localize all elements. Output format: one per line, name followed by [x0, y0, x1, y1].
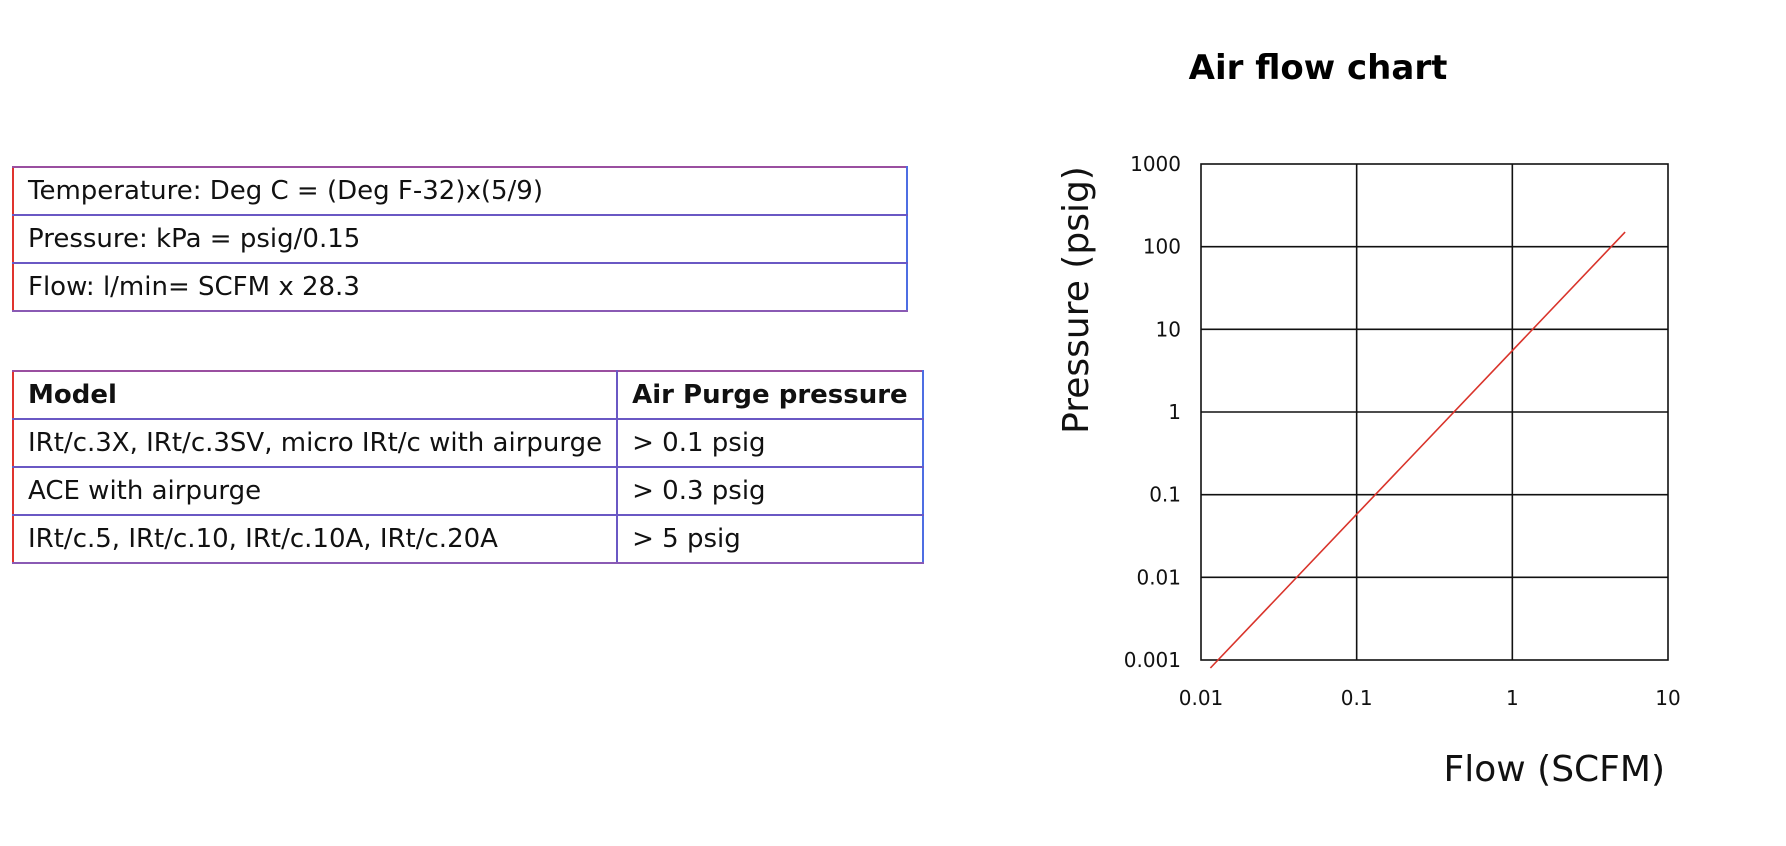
conversion-temperature: Temperature: Deg C = (Deg F-32)x(5/9): [12, 166, 908, 216]
y-tick-label: 0.01: [1136, 565, 1181, 589]
table-header-row: Model Air Purge pressure: [11, 370, 924, 420]
x-tick-label: 0.1: [1341, 686, 1373, 710]
x-tick-label: 1: [1506, 686, 1519, 710]
chart-title: Air flow chart: [1189, 48, 1448, 88]
table-row: IRt/c.3X, IRt/c.3SV, micro IRt/c with ai…: [11, 418, 924, 468]
pressure-cell: > 5 psig: [616, 514, 924, 564]
series-line: [1209, 231, 1626, 669]
y-tick-label: 100: [1143, 235, 1181, 259]
conversion-pressure: Pressure: kPa = psig/0.15: [12, 214, 908, 264]
pressure-cell: > 0.3 psig: [616, 466, 924, 516]
model-cell: ACE with airpurge: [11, 466, 619, 516]
y-tick-label: 1000: [1130, 152, 1181, 176]
y-axis-label: Pressure (psig): [1056, 166, 1097, 434]
conversion-table: Temperature: Deg C = (Deg F-32)x(5/9) Pr…: [12, 166, 908, 312]
table-row: ACE with airpurge > 0.3 psig: [11, 466, 924, 516]
model-purge-table: Model Air Purge pressure IRt/c.3X, IRt/c…: [11, 370, 924, 564]
model-cell: IRt/c.3X, IRt/c.3SV, micro IRt/c with ai…: [11, 418, 619, 468]
x-axis-label: Flow (SCFM): [1444, 749, 1665, 790]
table-row: IRt/c.5, IRt/c.10, IRt/c.10A, IRt/c.20A …: [11, 514, 924, 564]
plot-frame: [1200, 163, 1669, 661]
y-tick-label: 10: [1156, 317, 1181, 341]
chart-grid: [1201, 164, 1668, 660]
y-tick-label: 0.001: [1124, 648, 1181, 672]
conversion-flow: Flow: l/min= SCFM x 28.3: [12, 262, 908, 312]
model-cell: IRt/c.5, IRt/c.10, IRt/c.10A, IRt/c.20A: [11, 514, 619, 564]
x-tick-label: 10: [1655, 686, 1680, 710]
y-tick-label: 0.1: [1149, 483, 1181, 507]
y-axis-ticks: 0.001 0.01 0.1 1 10 100 1000: [1124, 152, 1181, 672]
header-air-purge-pressure: Air Purge pressure: [616, 370, 924, 420]
x-tick-label: 0.01: [1179, 686, 1224, 710]
pressure-cell: > 0.1 psig: [616, 418, 924, 468]
x-axis-ticks: 0.01 0.1 1 10: [1179, 686, 1681, 710]
y-tick-label: 1: [1168, 400, 1181, 424]
header-model: Model: [11, 370, 619, 420]
